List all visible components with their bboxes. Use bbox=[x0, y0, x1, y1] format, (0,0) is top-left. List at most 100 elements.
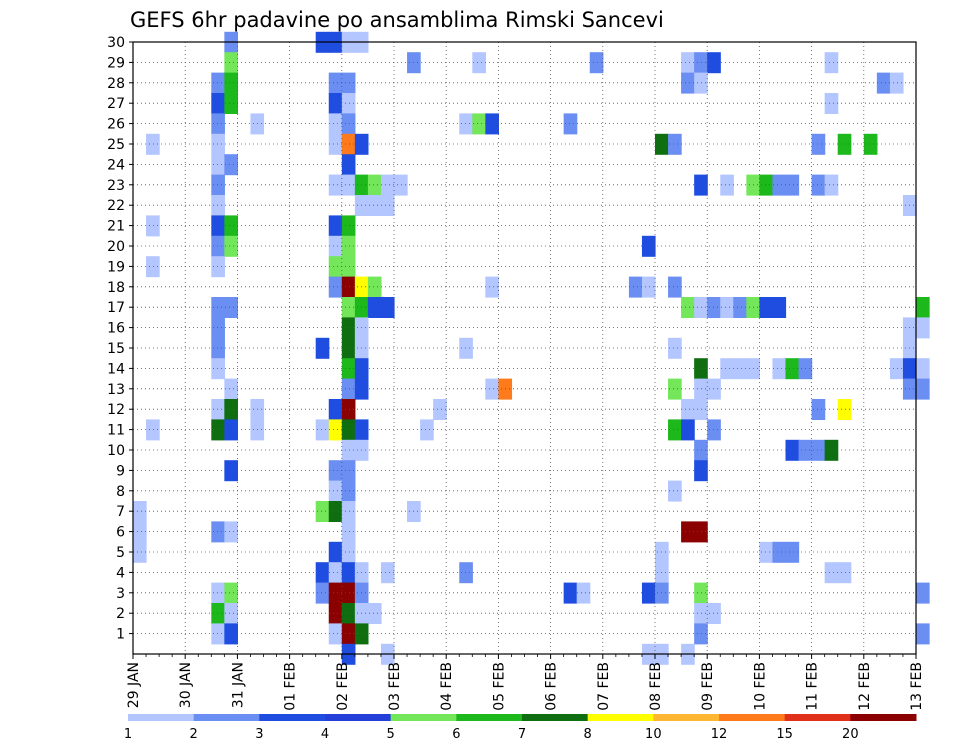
heatmap-cell bbox=[694, 358, 708, 380]
heatmap-cell bbox=[224, 521, 238, 543]
heatmap-cell bbox=[133, 541, 147, 563]
heatmap-cell bbox=[681, 297, 695, 318]
colorbar-segment bbox=[784, 714, 851, 721]
y-tick-label: 19 bbox=[107, 259, 125, 275]
x-tick-label: 04 FEB bbox=[439, 662, 455, 711]
heatmap-cell bbox=[341, 399, 356, 420]
heatmap-cell bbox=[707, 419, 721, 441]
heatmap-cell bbox=[224, 235, 238, 257]
heatmap-cell bbox=[224, 93, 238, 114]
heatmap-cell bbox=[380, 195, 395, 216]
heatmap-cell bbox=[694, 378, 708, 400]
x-tick-label: 02 FEB bbox=[335, 662, 351, 711]
heatmap-cell bbox=[211, 93, 225, 114]
heatmap-cell bbox=[211, 195, 225, 216]
x-tick-label: 09 FEB bbox=[700, 662, 716, 711]
heatmap-cell bbox=[341, 113, 356, 135]
heatmap-cell bbox=[394, 174, 408, 196]
heatmap-cell bbox=[772, 297, 787, 318]
heatmap-cell bbox=[694, 623, 708, 645]
heatmap-cell bbox=[211, 256, 225, 278]
heatmap-cell bbox=[224, 215, 238, 237]
heatmap-cell bbox=[668, 378, 682, 400]
heatmap-cell bbox=[459, 562, 473, 584]
heatmap-cell bbox=[341, 256, 356, 278]
heatmap-cell bbox=[146, 133, 160, 155]
heatmap-cell bbox=[224, 297, 238, 318]
heatmap-cell bbox=[328, 276, 343, 298]
heatmap-cell bbox=[211, 521, 225, 543]
heatmap-cell bbox=[341, 276, 356, 298]
heatmap-cell bbox=[889, 72, 904, 94]
heatmap-cell bbox=[485, 113, 499, 135]
heatmap-cell bbox=[211, 603, 225, 624]
heatmap-cell bbox=[211, 154, 225, 176]
heatmap-cell bbox=[733, 297, 747, 318]
heatmap-cell bbox=[837, 399, 852, 420]
heatmap-cell bbox=[341, 562, 356, 584]
heatmap-cell bbox=[211, 317, 225, 339]
x-tick-label: 13 FEB bbox=[909, 662, 925, 711]
colorbar-segment bbox=[456, 714, 523, 721]
colorbar-label: 3 bbox=[255, 727, 263, 742]
heatmap-cell bbox=[367, 297, 382, 318]
heatmap-cell bbox=[916, 378, 930, 400]
colorbar-segment bbox=[850, 714, 917, 721]
heatmap-cell bbox=[211, 358, 225, 380]
x-tick-label: 12 FEB bbox=[857, 662, 873, 711]
heatmap-cell bbox=[485, 276, 499, 298]
colorbar-segment bbox=[325, 714, 392, 721]
heatmap-cell bbox=[811, 399, 826, 420]
x-tick-label: 05 FEB bbox=[491, 662, 507, 711]
heatmap-cell bbox=[328, 562, 343, 584]
heatmap-cell bbox=[720, 297, 734, 318]
heatmap-cell bbox=[146, 256, 160, 278]
heatmap-cell bbox=[707, 52, 721, 74]
colorbar-segment bbox=[193, 714, 260, 721]
heatmap-cell bbox=[341, 133, 356, 155]
heatmap-cell bbox=[694, 521, 708, 543]
heatmap-cell bbox=[772, 541, 787, 563]
heatmap-cell bbox=[694, 399, 708, 420]
heatmap-cell bbox=[824, 52, 839, 74]
heatmap-cell bbox=[328, 480, 343, 502]
heatmap-cell bbox=[328, 399, 343, 420]
heatmap-cell bbox=[720, 358, 734, 380]
heatmap-cell bbox=[328, 256, 343, 278]
heatmap-cell bbox=[341, 337, 356, 359]
colorbar-segment bbox=[587, 714, 654, 721]
heatmap-cell bbox=[328, 174, 343, 196]
colorbar-label: 2 bbox=[190, 727, 198, 742]
y-tick-label: 10 bbox=[107, 443, 125, 459]
heatmap-cell bbox=[328, 235, 343, 257]
heatmap-cell bbox=[341, 174, 356, 196]
y-tick-label: 24 bbox=[107, 157, 125, 173]
heatmap-cell bbox=[341, 297, 356, 318]
y-tick-label: 11 bbox=[107, 423, 125, 439]
heatmap-cell bbox=[837, 133, 852, 155]
heatmap-cell bbox=[916, 297, 930, 318]
heatmap-cell bbox=[772, 174, 787, 196]
heatmap-cell bbox=[315, 419, 330, 441]
heatmap-cell bbox=[328, 133, 343, 155]
heatmap-cell bbox=[341, 215, 356, 237]
y-tick-label: 14 bbox=[107, 361, 125, 377]
heatmap-cell bbox=[367, 174, 382, 196]
heatmap-cell bbox=[681, 72, 695, 94]
heatmap-cell bbox=[694, 297, 708, 318]
x-tick-label: 07 FEB bbox=[596, 662, 612, 711]
colorbar-label: 20 bbox=[842, 727, 859, 742]
heatmap-cell bbox=[694, 582, 708, 604]
heatmap-cell bbox=[224, 399, 238, 420]
heatmap-cell bbox=[811, 133, 826, 155]
colorbar-segment bbox=[128, 714, 195, 721]
heatmap-cell bbox=[328, 460, 343, 482]
heatmap-cell bbox=[367, 276, 382, 298]
heatmap-cell bbox=[341, 501, 356, 522]
x-tick-label: 11 FEB bbox=[805, 662, 821, 711]
heatmap-cell bbox=[916, 623, 930, 645]
heatmap-cell bbox=[328, 419, 343, 441]
colorbar-label: 7 bbox=[518, 727, 526, 742]
heatmap-cell bbox=[341, 541, 356, 563]
